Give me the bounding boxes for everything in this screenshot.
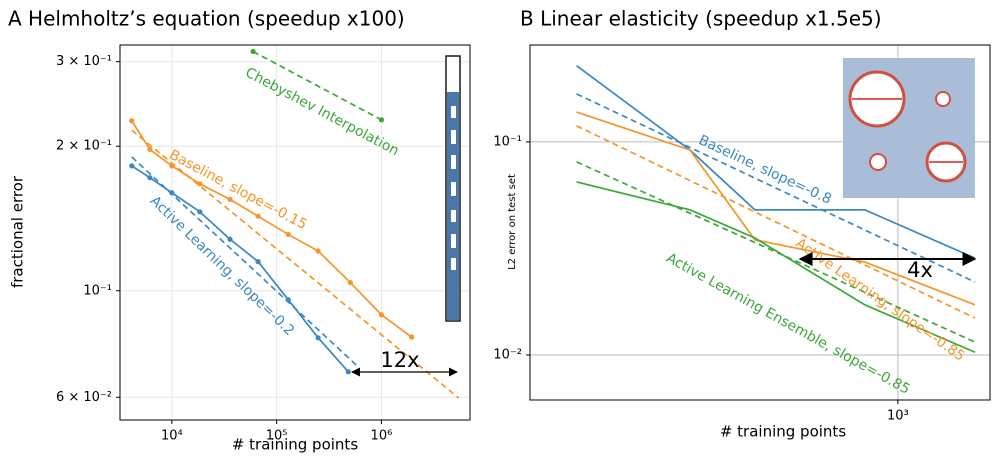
point [129, 163, 135, 169]
series-line [576, 161, 976, 343]
point [345, 369, 351, 375]
x-tick-label: 10³ [887, 409, 909, 424]
y-tick-label: 2 × 10⁻¹ [56, 139, 112, 154]
plot-frame [119, 44, 471, 421]
y-tick-label: 10⁻¹ [493, 134, 522, 149]
annotation: Baseline, slope=-0.8 [696, 132, 834, 208]
point [197, 209, 203, 215]
annotation: 4x [907, 258, 933, 282]
x-axis-label: # training points [232, 436, 358, 454]
series-line [576, 125, 976, 319]
annotation: Chebyshev Interpolation [243, 65, 402, 160]
bar-icon [445, 55, 461, 322]
annotation: 12x [380, 348, 419, 372]
point [315, 335, 321, 341]
y-tick-label: 3 × 10⁻¹ [56, 54, 112, 69]
point [129, 118, 135, 124]
point [147, 175, 153, 181]
point [285, 231, 291, 238]
x-tick-label: 10⁵ [266, 429, 288, 444]
point [255, 259, 261, 265]
y-tick-label: 10⁻² [493, 348, 522, 363]
series-line [252, 50, 382, 121]
series-line [576, 93, 976, 283]
point [250, 48, 256, 55]
point [227, 196, 233, 202]
series-line [576, 64, 976, 259]
point [147, 146, 153, 152]
y-axis-label: L2 error on test set [507, 174, 518, 270]
x-axis-label: # training points [720, 423, 846, 441]
series-line [131, 156, 358, 367]
y-tick-label: 6 × 10⁻² [56, 390, 112, 405]
point [227, 236, 233, 242]
annotation: Baseline, slope=-0.15 [166, 147, 309, 233]
series-line [576, 111, 976, 306]
series-line [131, 129, 460, 399]
chart-title: B Linear elasticity (speedup x1.5e5) [520, 7, 882, 31]
x-tick-label: 10⁶ [371, 429, 393, 444]
y-axis-label: fractional error [9, 175, 27, 288]
series-line [576, 181, 976, 354]
point [197, 181, 203, 187]
point [315, 248, 321, 254]
point [255, 213, 261, 219]
chart-title: A Helmholtz’s equation (speedup x100) [8, 7, 405, 31]
plot-frame [529, 44, 991, 401]
annotation: Active Learning Ensemble, slope=-0.85 [664, 250, 913, 398]
y-tick-label: 10⁻¹ [83, 283, 112, 298]
inset-image [843, 58, 975, 198]
point [378, 117, 385, 123]
point [408, 334, 415, 340]
point [378, 312, 385, 318]
point [347, 279, 353, 286]
x-tick-label: 10⁴ [161, 429, 183, 444]
